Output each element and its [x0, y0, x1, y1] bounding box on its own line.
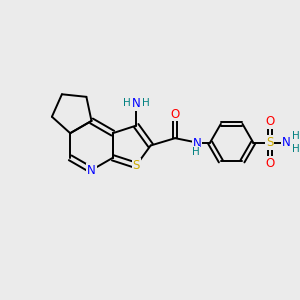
Text: N: N: [282, 136, 291, 149]
Text: O: O: [170, 108, 180, 121]
Text: H: H: [142, 98, 150, 108]
Text: H: H: [292, 131, 300, 141]
Text: S: S: [266, 136, 273, 149]
Text: H: H: [292, 144, 300, 154]
Text: N: N: [87, 164, 96, 177]
Text: N: N: [193, 137, 202, 150]
Text: N: N: [132, 97, 141, 110]
Text: O: O: [265, 157, 274, 170]
Text: H: H: [192, 147, 200, 157]
Text: O: O: [265, 115, 274, 128]
Text: S: S: [133, 159, 140, 172]
Text: H: H: [123, 98, 131, 108]
